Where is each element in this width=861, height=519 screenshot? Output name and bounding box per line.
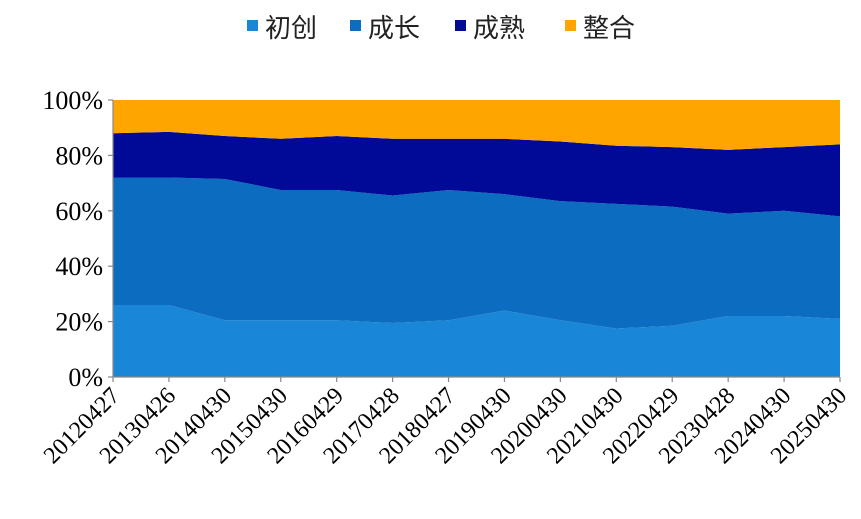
area-series-2 xyxy=(113,131,840,217)
legend-item-3: 整合 xyxy=(565,14,635,44)
y-tick-label: 20% xyxy=(55,308,103,337)
area-series-1 xyxy=(113,177,840,329)
area-series-0 xyxy=(113,304,840,377)
y-tick-label: 40% xyxy=(55,252,103,281)
y-tick-label: 80% xyxy=(55,141,103,170)
x-axis-ticks: 2012042720130426201404302015043020160429… xyxy=(39,377,852,469)
legend-swatch xyxy=(350,20,361,31)
y-axis-ticks: 0% 20% 40% 60% 80% 100% xyxy=(42,86,113,392)
area-layers xyxy=(113,100,840,377)
legend: 初创 成长 成熟 整合 xyxy=(247,14,635,44)
legend-label: 成长 xyxy=(368,14,420,44)
y-tick-label: 100% xyxy=(42,86,103,115)
legend-swatch xyxy=(565,20,576,31)
legend-label: 整合 xyxy=(583,14,635,44)
legend-item-1: 成长 xyxy=(350,14,420,44)
area-series-3 xyxy=(113,100,840,150)
axes xyxy=(112,100,840,378)
legend-swatch xyxy=(247,20,258,31)
legend-item-0: 初创 xyxy=(247,14,317,44)
legend-swatch xyxy=(455,20,466,31)
legend-label: 成熟 xyxy=(473,14,525,44)
legend-label: 初创 xyxy=(265,14,317,44)
legend-item-2: 成熟 xyxy=(455,14,525,44)
y-tick-label: 0% xyxy=(68,363,103,392)
y-tick-label: 60% xyxy=(55,197,103,226)
